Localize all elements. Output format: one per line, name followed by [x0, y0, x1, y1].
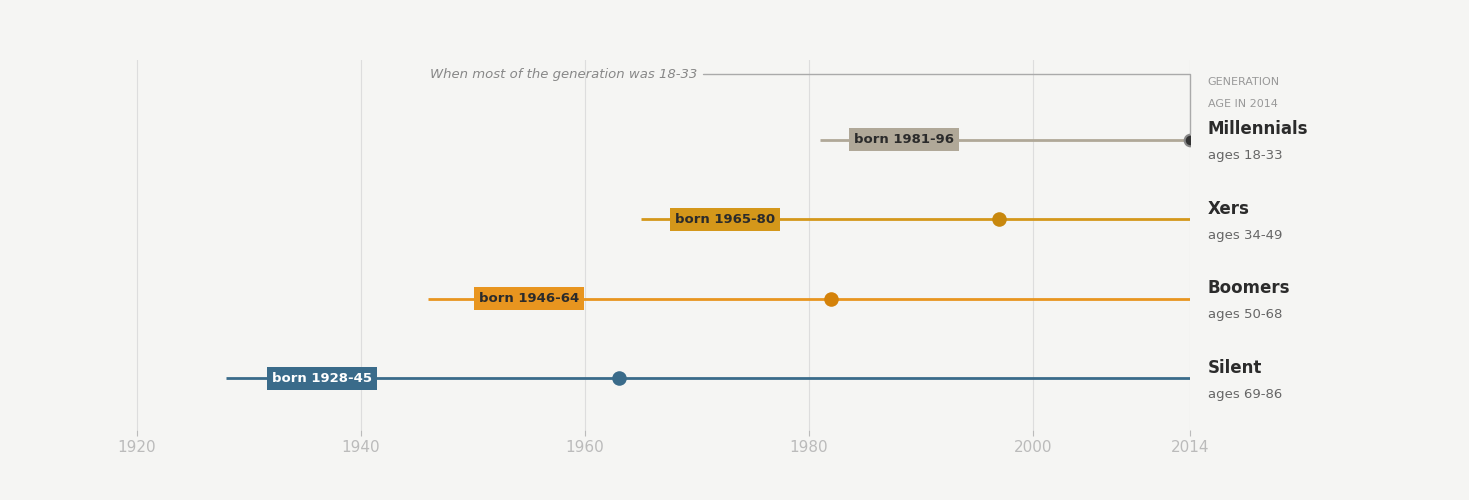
Text: born 1928-45: born 1928-45: [272, 372, 372, 385]
Text: Millennials: Millennials: [1208, 120, 1307, 138]
Point: [820, 294, 843, 302]
Text: Xers: Xers: [1208, 200, 1250, 218]
Text: ages 18-33: ages 18-33: [1208, 149, 1282, 162]
Point: [607, 374, 630, 382]
Point: [987, 215, 1011, 223]
Text: When most of the generation was 18-33: When most of the generation was 18-33: [430, 68, 1190, 134]
Text: born 1946-64: born 1946-64: [479, 292, 579, 305]
Text: Silent: Silent: [1208, 359, 1262, 377]
Text: born 1965-80: born 1965-80: [674, 212, 776, 226]
Text: born 1981-96: born 1981-96: [853, 133, 955, 146]
Text: ages 50-68: ages 50-68: [1208, 308, 1282, 321]
Text: Boomers: Boomers: [1208, 280, 1290, 297]
Text: ages 69-86: ages 69-86: [1208, 388, 1282, 400]
Text: AGE IN 2014: AGE IN 2014: [1208, 99, 1278, 109]
Point: [1178, 136, 1202, 143]
Text: ages 34-49: ages 34-49: [1208, 228, 1282, 241]
Text: GENERATION: GENERATION: [1208, 78, 1279, 88]
